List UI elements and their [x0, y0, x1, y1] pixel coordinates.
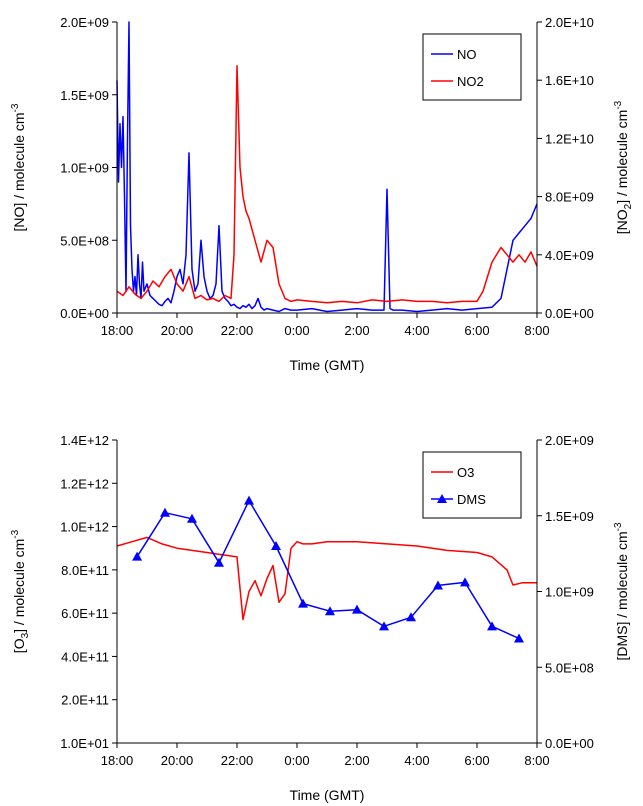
x-tick-label: 8:00	[524, 323, 549, 338]
legend-box	[422, 451, 522, 519]
y-tick-label: 4.0E+11	[61, 649, 109, 664]
y2-tick-label: 0.0E+00	[545, 306, 594, 321]
y2-axis-title-sup: -3	[613, 100, 624, 109]
y2-axis-title-sup: -3	[613, 522, 624, 531]
series-marker-dms	[214, 557, 224, 567]
y2-tick-label: 8.0E+09	[545, 190, 594, 205]
y-tick-label: 2.0E+11	[61, 693, 109, 708]
series-marker-dms	[514, 633, 524, 643]
y-tick-label: 1.0E+12	[60, 520, 109, 535]
y-axis-title: [O3] / molecule cm-3	[10, 529, 31, 653]
y-axis-title-main: [NO] / molecule cm	[11, 112, 27, 231]
y-axis-title-post: ] / molecule cm	[11, 539, 27, 633]
o3-dms-series-group	[116, 495, 537, 643]
x-tick-label: 20:00	[161, 323, 194, 338]
y-tick-label: 1.2E+12	[60, 476, 109, 491]
series-marker-dms	[406, 612, 416, 622]
legend-marker-dms	[437, 494, 447, 503]
y-axis-title-sup: -3	[10, 103, 21, 112]
series-marker-dms	[325, 606, 335, 616]
x-tick-label: 0:00	[284, 323, 309, 338]
series-marker-dms	[298, 598, 308, 608]
series-marker-dms	[487, 621, 497, 631]
x-axis-title: Time (GMT)	[290, 357, 365, 373]
legend-label-dms: DMS	[457, 492, 486, 507]
y-tick-label: 1.0E+09	[60, 161, 109, 176]
no-no2-chart: 18:00 20:00 22:00 0:00 2:00 4:00 6:00 8:00 0.0E+…	[10, 15, 634, 373]
x-tick-label: 22:00	[221, 753, 254, 768]
x-tick-label: 2:00	[344, 753, 369, 768]
x-tick-label: 20:00	[161, 753, 194, 768]
y-axis-title-sub: 3	[20, 632, 31, 638]
y2-tick-label: 0.0E+00	[545, 736, 594, 751]
x-tick-label: 6:00	[464, 323, 489, 338]
x-tick-label: 22:00	[221, 323, 254, 338]
y-tick-label: 1.4E+12	[60, 433, 109, 448]
series-marker-dms	[433, 580, 443, 590]
y2-tick-label: 1.6E+10	[545, 73, 594, 88]
legend-label-no2: NO2	[457, 74, 484, 89]
y-tick-label: 2.0E+09	[60, 15, 109, 30]
legend: O3 DMS	[422, 451, 522, 519]
x-tick-label: 4:00	[404, 323, 429, 338]
o3-dms-axes: 18:00 20:00 22:00 0:00 2:00 4:00 6:00 8:00 1.0E+…	[60, 433, 594, 768]
y-tick-label: 1.0E+01	[60, 736, 109, 751]
y2-tick-label: 5.0E+08	[545, 660, 594, 675]
x-tick-label: 18:00	[101, 753, 134, 768]
y-tick-label: 1.5E+09	[60, 88, 109, 103]
y2-axis-title: [NO2] / molecule cm-3	[613, 100, 634, 234]
x-axis-title: Time (GMT)	[290, 787, 365, 803]
x-tick-label: 4:00	[404, 753, 429, 768]
o3-dms-chart: 18:00 20:00 22:00 0:00 2:00 4:00 6:00 8:00 1.0E+…	[10, 433, 630, 803]
y2-axis-title-sub: 2	[623, 203, 634, 209]
y2-tick-label: 2.0E+09	[545, 433, 594, 448]
series-line-no	[116, 21, 538, 313]
series-marker-dms	[271, 541, 281, 551]
legend-label-o3: O3	[457, 465, 474, 480]
y2-axis-title: [DMS] / molecule cm-3	[613, 522, 630, 660]
x-tick-label: 8:00	[524, 753, 549, 768]
y-tick-label: 6.0E+11	[61, 606, 109, 621]
series-marker-dms	[352, 604, 362, 614]
series-marker-dms	[187, 513, 197, 523]
series-marker-dms	[460, 577, 470, 587]
y-axis-title: [NO] / molecule cm-3	[10, 103, 27, 231]
y2-tick-label: 4.0E+09	[545, 248, 594, 263]
x-tick-label: 6:00	[464, 753, 489, 768]
y-tick-label: 5.0E+08	[60, 233, 109, 248]
legend-label-no: NO	[457, 47, 477, 62]
series-marker-dms	[132, 551, 143, 561]
y2-tick-label: 1.5E+09	[545, 509, 594, 524]
y-axis-title-sup: -3	[10, 529, 21, 538]
no-no2-axes: 18:00 20:00 22:00 0:00 2:00 4:00 6:00 8:00 0.0E+…	[60, 15, 594, 338]
y2-axis-title-post: ] / molecule cm	[614, 110, 630, 204]
y-axis-title-pre: [O	[11, 638, 27, 653]
series-marker-dms	[379, 621, 389, 631]
y2-tick-label: 1.0E+09	[545, 585, 594, 600]
y2-tick-label: 1.2E+10	[545, 131, 594, 146]
legend: NO NO2	[422, 33, 522, 101]
y-tick-label: 0.0E+00	[60, 306, 109, 321]
y2-tick-label: 2.0E+10	[545, 15, 594, 30]
y2-axis-title-main: [DMS] / molecule cm	[614, 531, 630, 660]
x-tick-label: 2:00	[344, 323, 369, 338]
y2-axis-title-pre: [NO	[614, 209, 630, 234]
y-tick-label: 8.0E+11	[61, 563, 109, 578]
legend-box	[422, 33, 522, 101]
series-line-no2	[116, 64, 538, 304]
x-tick-label: 18:00	[101, 323, 134, 338]
series-line-o3	[116, 536, 537, 621]
series-marker-dms	[244, 495, 254, 505]
x-tick-label: 0:00	[284, 753, 309, 768]
series-marker-dms	[160, 507, 170, 517]
no-no2-series-group	[116, 21, 538, 313]
